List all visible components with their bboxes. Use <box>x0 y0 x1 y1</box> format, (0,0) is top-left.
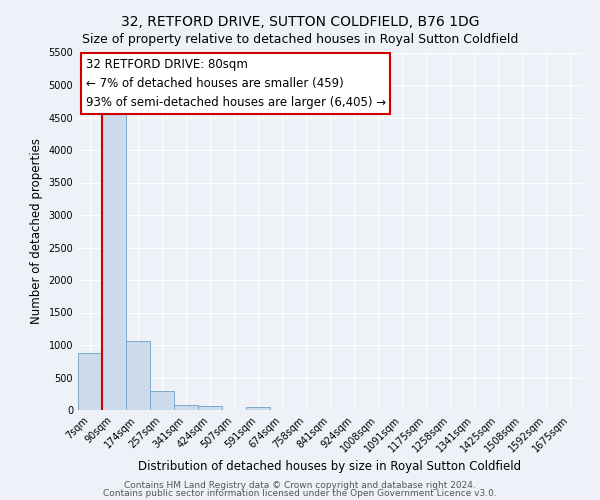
X-axis label: Distribution of detached houses by size in Royal Sutton Coldfield: Distribution of detached houses by size … <box>139 460 521 472</box>
Bar <box>102 114 126 410</box>
Text: 32, RETFORD DRIVE, SUTTON COLDFIELD, B76 1DG: 32, RETFORD DRIVE, SUTTON COLDFIELD, B76… <box>121 15 479 29</box>
Text: Contains HM Land Registry data © Crown copyright and database right 2024.: Contains HM Land Registry data © Crown c… <box>124 480 476 490</box>
Bar <box>78 353 102 410</box>
Bar <box>150 391 174 410</box>
Bar <box>198 406 222 410</box>
Text: 32 RETFORD DRIVE: 80sqm
← 7% of detached houses are smaller (459)
93% of semi-de: 32 RETFORD DRIVE: 80sqm ← 7% of detached… <box>86 58 386 109</box>
Text: Size of property relative to detached houses in Royal Sutton Coldfield: Size of property relative to detached ho… <box>82 32 518 46</box>
Bar <box>126 341 150 410</box>
Text: Contains public sector information licensed under the Open Government Licence v3: Contains public sector information licen… <box>103 489 497 498</box>
Bar <box>174 405 198 410</box>
Bar <box>246 407 270 410</box>
Y-axis label: Number of detached properties: Number of detached properties <box>30 138 43 324</box>
